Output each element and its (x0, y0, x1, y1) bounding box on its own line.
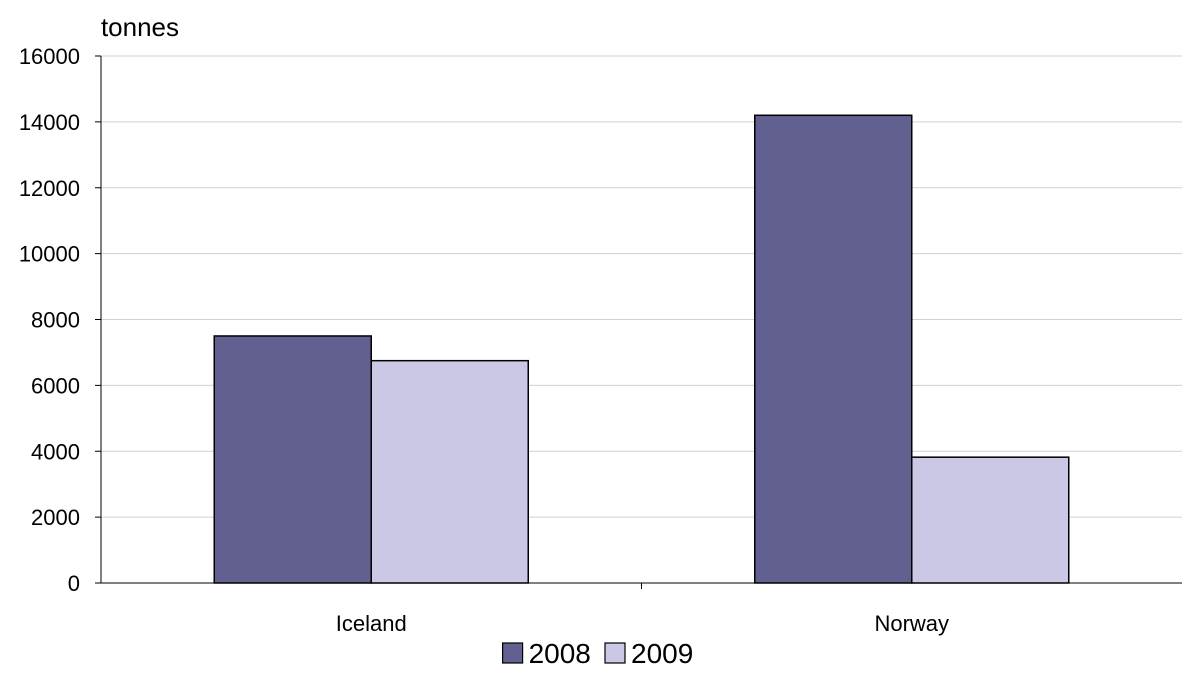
bar-norway-2008 (754, 114, 913, 584)
y-tick-label: 0 (68, 571, 80, 596)
legend-swatch (604, 642, 626, 664)
y-tick-label: 4000 (31, 439, 80, 464)
bar-norway-2009 (911, 456, 1070, 584)
legend-swatch (502, 642, 524, 664)
legend-label: 2009 (631, 638, 693, 669)
bars (213, 114, 1070, 584)
y-tick-label: 16000 (19, 44, 80, 69)
y-tick-label: 14000 (19, 110, 80, 135)
y-axis-label: tonnes (101, 12, 179, 42)
y-tick-label: 8000 (31, 308, 80, 333)
legend-item-2009: 2009 (604, 638, 693, 669)
y-tick-label: 6000 (31, 373, 80, 398)
y-tick-label: 10000 (19, 242, 80, 267)
bar-iceland-2008 (213, 335, 372, 584)
x-category-label: Iceland (336, 611, 407, 636)
y-tick-label: 12000 (19, 176, 80, 201)
y-tick-labels: 0 2000 4000 6000 8000 10000 12000 14000 16000 (19, 44, 642, 596)
y-tick-label: 2000 (31, 505, 80, 530)
legend: 2008 2009 (502, 638, 693, 669)
x-category-labels: Iceland Norway (336, 611, 949, 636)
x-category-label: Norway (874, 611, 949, 636)
legend-label: 2008 (529, 638, 591, 669)
bar-iceland-2009 (370, 359, 529, 584)
legend-item-2008: 2008 (502, 638, 591, 669)
